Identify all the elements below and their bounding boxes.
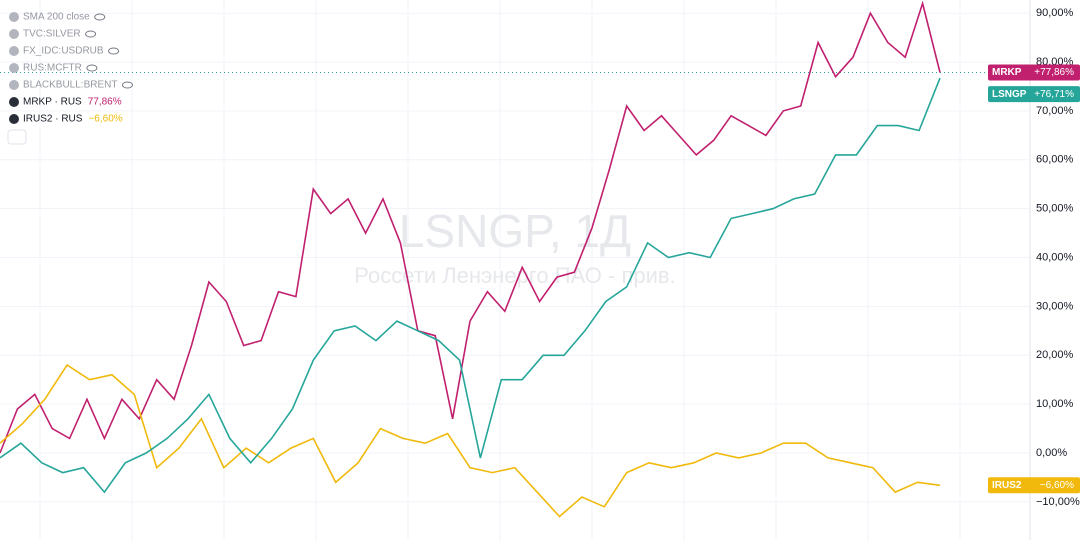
legend-icon: [9, 97, 19, 107]
legend-series: MRKP · RUS: [23, 97, 82, 108]
legend-value: −6,60%: [88, 114, 122, 125]
y-tick-label: 10,00%: [1036, 398, 1074, 410]
legend-value: 77,86%: [88, 97, 122, 108]
y-tick-label: 70,00%: [1036, 105, 1074, 117]
legend-item: TVC:SILVER: [23, 29, 81, 40]
legend-icon: [9, 29, 19, 39]
price-tag-name: IRUS2: [992, 480, 1022, 491]
price-tag: [988, 477, 1080, 494]
legend-item: SMA 200 close: [23, 12, 90, 23]
legend-icon: [9, 12, 19, 22]
price-tag-value: +77,86%: [1034, 67, 1074, 78]
y-tick-label: 20,00%: [1036, 349, 1074, 361]
price-tag: [988, 86, 1080, 103]
price-tag-name: LSNGP: [992, 89, 1027, 100]
eye-icon: [85, 30, 97, 38]
y-tick-label: 30,00%: [1036, 300, 1074, 312]
legend-icon: [9, 46, 19, 56]
series-line: [0, 0, 941, 454]
eye-icon: [108, 47, 120, 55]
y-tick-label: 60,00%: [1036, 154, 1074, 166]
series-line: [0, 363, 941, 518]
collapse-button[interactable]: [7, 129, 27, 145]
y-tick-label: −10,00%: [1036, 496, 1080, 508]
y-tick-label: 40,00%: [1036, 251, 1074, 263]
price-tag-name: MRKP: [992, 67, 1022, 78]
legend-item: FX_IDC:USDRUB: [23, 46, 104, 57]
series-line: [0, 77, 941, 494]
price-tag: [988, 64, 1080, 81]
y-tick-label: 0,00%: [1036, 447, 1067, 459]
y-tick-label: 90,00%: [1036, 7, 1074, 19]
legend-item: RUS:MCFTR: [23, 63, 82, 74]
price-tag-value: +76,71%: [1034, 89, 1074, 100]
y-tick-label: 50,00%: [1036, 203, 1074, 215]
eye-icon: [121, 81, 133, 89]
price-tag-value: −6,60%: [1040, 480, 1074, 491]
watermark-title: LSNGP, 1Д: [399, 205, 631, 257]
legend-icon: [9, 114, 19, 124]
legend-series: IRUS2 · RUS: [23, 114, 83, 125]
legend-icon: [9, 80, 19, 90]
legend-item: BLACKBULL:BRENT: [23, 80, 117, 91]
eye-icon: [94, 13, 106, 21]
eye-icon: [86, 64, 98, 72]
legend-icon: [9, 63, 19, 73]
